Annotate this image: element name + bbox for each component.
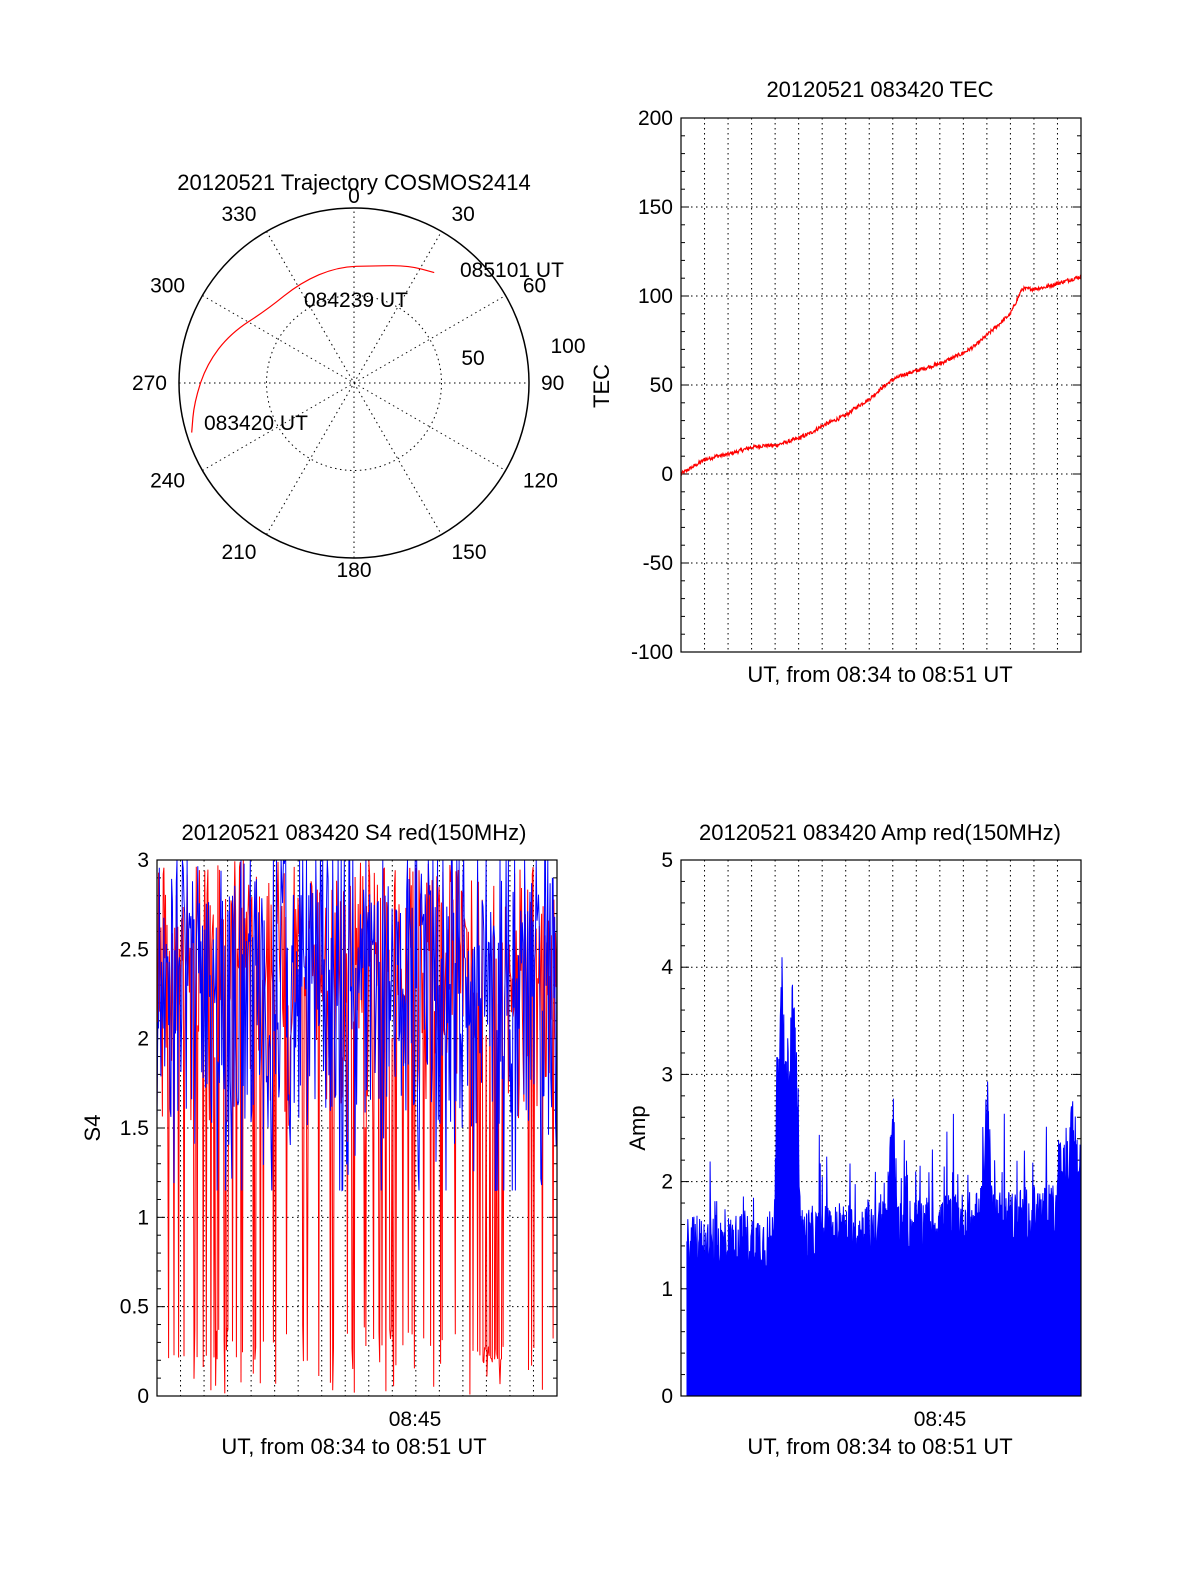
polar-inner-circle: [266, 295, 442, 471]
polar-azimuth-labels: 0 30 60 90 120 150 180 210 240 270 300 330: [132, 185, 564, 582]
polar-annotation-mid: 084239 UT: [304, 289, 408, 312]
amp-plot-frame: [680, 859, 1082, 1397]
y-tick-label: 1: [661, 1278, 673, 1301]
s4-title: 20120521 083420 S4 red(150MHz): [182, 820, 527, 845]
y-tick-label: 2.5: [120, 938, 149, 961]
s4-blue-series-line: [156, 859, 558, 1192]
y-tick-label: 4: [661, 956, 673, 979]
y-tick-label: 0: [137, 1385, 149, 1408]
polar-azimuth-label: 180: [336, 559, 371, 582]
tec-plot-frame: [680, 117, 1082, 653]
polar-trajectory-chart: 20120521 Trajectory COSMOS2414 0 30 60 90 12…: [132, 170, 586, 582]
tec-chart: 20120521 083420 TEC 200150100500-50-100 …: [589, 77, 1082, 687]
y-tick-label: 2: [661, 1171, 673, 1194]
y-tick-label: 3: [137, 849, 149, 872]
tec-series-line: [680, 274, 1082, 477]
y-tick-label: 150: [638, 196, 673, 219]
polar-azimuth-label: 120: [523, 470, 558, 493]
y-tick-label: -100: [631, 641, 673, 664]
tec-y-ticks: 200 150 100 50 0 -50 -100: [631, 107, 1081, 664]
polar-annotation-end: 085101 UT: [460, 259, 564, 282]
y-tick-label: 200: [638, 107, 673, 130]
s4-y-ticks: 3 2.5 2 1.5 1 0.5 0: [120, 849, 557, 1408]
polar-azimuth-label: 300: [150, 275, 185, 298]
y-tick-label: 1.5: [120, 1117, 149, 1140]
polar-elevation-label-100: 100: [550, 335, 585, 358]
s4-red-series-line: [156, 860, 558, 1395]
s4-y-axis-label: S4: [80, 1115, 105, 1142]
amp-y-axis-label: Amp: [625, 1105, 650, 1150]
y-tick-label: 2: [137, 1028, 149, 1051]
y-tick-label: 1: [137, 1206, 149, 1229]
y-tick-label: 100: [638, 285, 673, 308]
y-tick-label: 0.5: [120, 1296, 149, 1319]
amp-title: 20120521 083420 Amp red(150MHz): [699, 820, 1061, 845]
amp-chart: 20120521 083420 Amp red(150MHz) 5 4 3 2 1 0 A…: [625, 820, 1082, 1459]
polar-azimuth-label: 330: [221, 203, 256, 226]
s4-plot-frame: [156, 859, 558, 1397]
polar-azimuth-label: 0: [348, 185, 360, 208]
polar-azimuth-label: 270: [132, 372, 167, 395]
y-tick-label: -50: [643, 552, 673, 575]
s4-chart: 20120521 083420 S4 red(150MHz) 3 2.5 2 1.5 1…: [80, 820, 558, 1459]
tec-x-axis-label: UT, from 08:34 to 08:51 UT: [747, 662, 1012, 687]
y-tick-label: 0: [661, 463, 673, 486]
tec-title: 20120521 083420 TEC: [766, 77, 993, 102]
polar-elevation-label-50: 50: [461, 347, 484, 370]
y-tick-label: 5: [661, 849, 673, 872]
y-tick-label: 50: [650, 374, 673, 397]
polar-spoke: [266, 231, 442, 535]
tec-grid: [681, 118, 1081, 652]
amp-x-tick-label: 08:45: [914, 1408, 967, 1431]
polar-azimuth-label: 150: [452, 541, 487, 564]
y-tick-label: 0: [661, 1385, 673, 1408]
y-tick-label: 3: [661, 1063, 673, 1086]
amp-x-axis-label: UT, from 08:34 to 08:51 UT: [747, 1434, 1012, 1459]
tec-y-axis-label: TEC: [589, 364, 614, 408]
polar-title: 20120521 Trajectory COSMOS2414: [177, 170, 530, 195]
polar-annotation-start: 083420 UT: [204, 412, 308, 435]
polar-trajectory-line: [191, 265, 435, 433]
s4-x-tick-label: 08:45: [389, 1408, 442, 1431]
polar-azimuth-label: 90: [541, 372, 564, 395]
polar-azimuth-label: 210: [221, 541, 256, 564]
polar-azimuth-label: 30: [452, 203, 475, 226]
s4-x-axis-label: UT, from 08:34 to 08:51 UT: [221, 1434, 486, 1459]
polar-azimuth-label: 240: [150, 470, 185, 493]
amp-blue-series-fill: [686, 957, 1082, 1397]
polar-grid: [178, 207, 530, 559]
polar-azimuth-label: 60: [523, 275, 546, 298]
